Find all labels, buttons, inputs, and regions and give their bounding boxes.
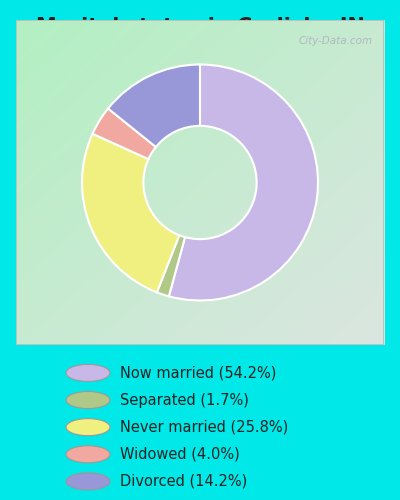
Text: Never married (25.8%): Never married (25.8%) <box>120 420 288 434</box>
Wedge shape <box>169 64 318 300</box>
Wedge shape <box>92 108 156 159</box>
Text: Separated (1.7%): Separated (1.7%) <box>120 392 249 407</box>
Text: Widowed (4.0%): Widowed (4.0%) <box>120 447 240 462</box>
Circle shape <box>66 473 110 490</box>
Circle shape <box>66 418 110 436</box>
Circle shape <box>66 392 110 408</box>
Text: Marital status in Carlisle, IN: Marital status in Carlisle, IN <box>36 17 364 37</box>
Wedge shape <box>82 134 179 292</box>
Circle shape <box>66 446 110 463</box>
Wedge shape <box>108 64 200 147</box>
Text: Divorced (14.2%): Divorced (14.2%) <box>120 474 247 489</box>
Wedge shape <box>157 235 185 296</box>
Circle shape <box>66 364 110 382</box>
Text: City-Data.com: City-Data.com <box>299 36 373 46</box>
Text: Now married (54.2%): Now married (54.2%) <box>120 366 276 380</box>
